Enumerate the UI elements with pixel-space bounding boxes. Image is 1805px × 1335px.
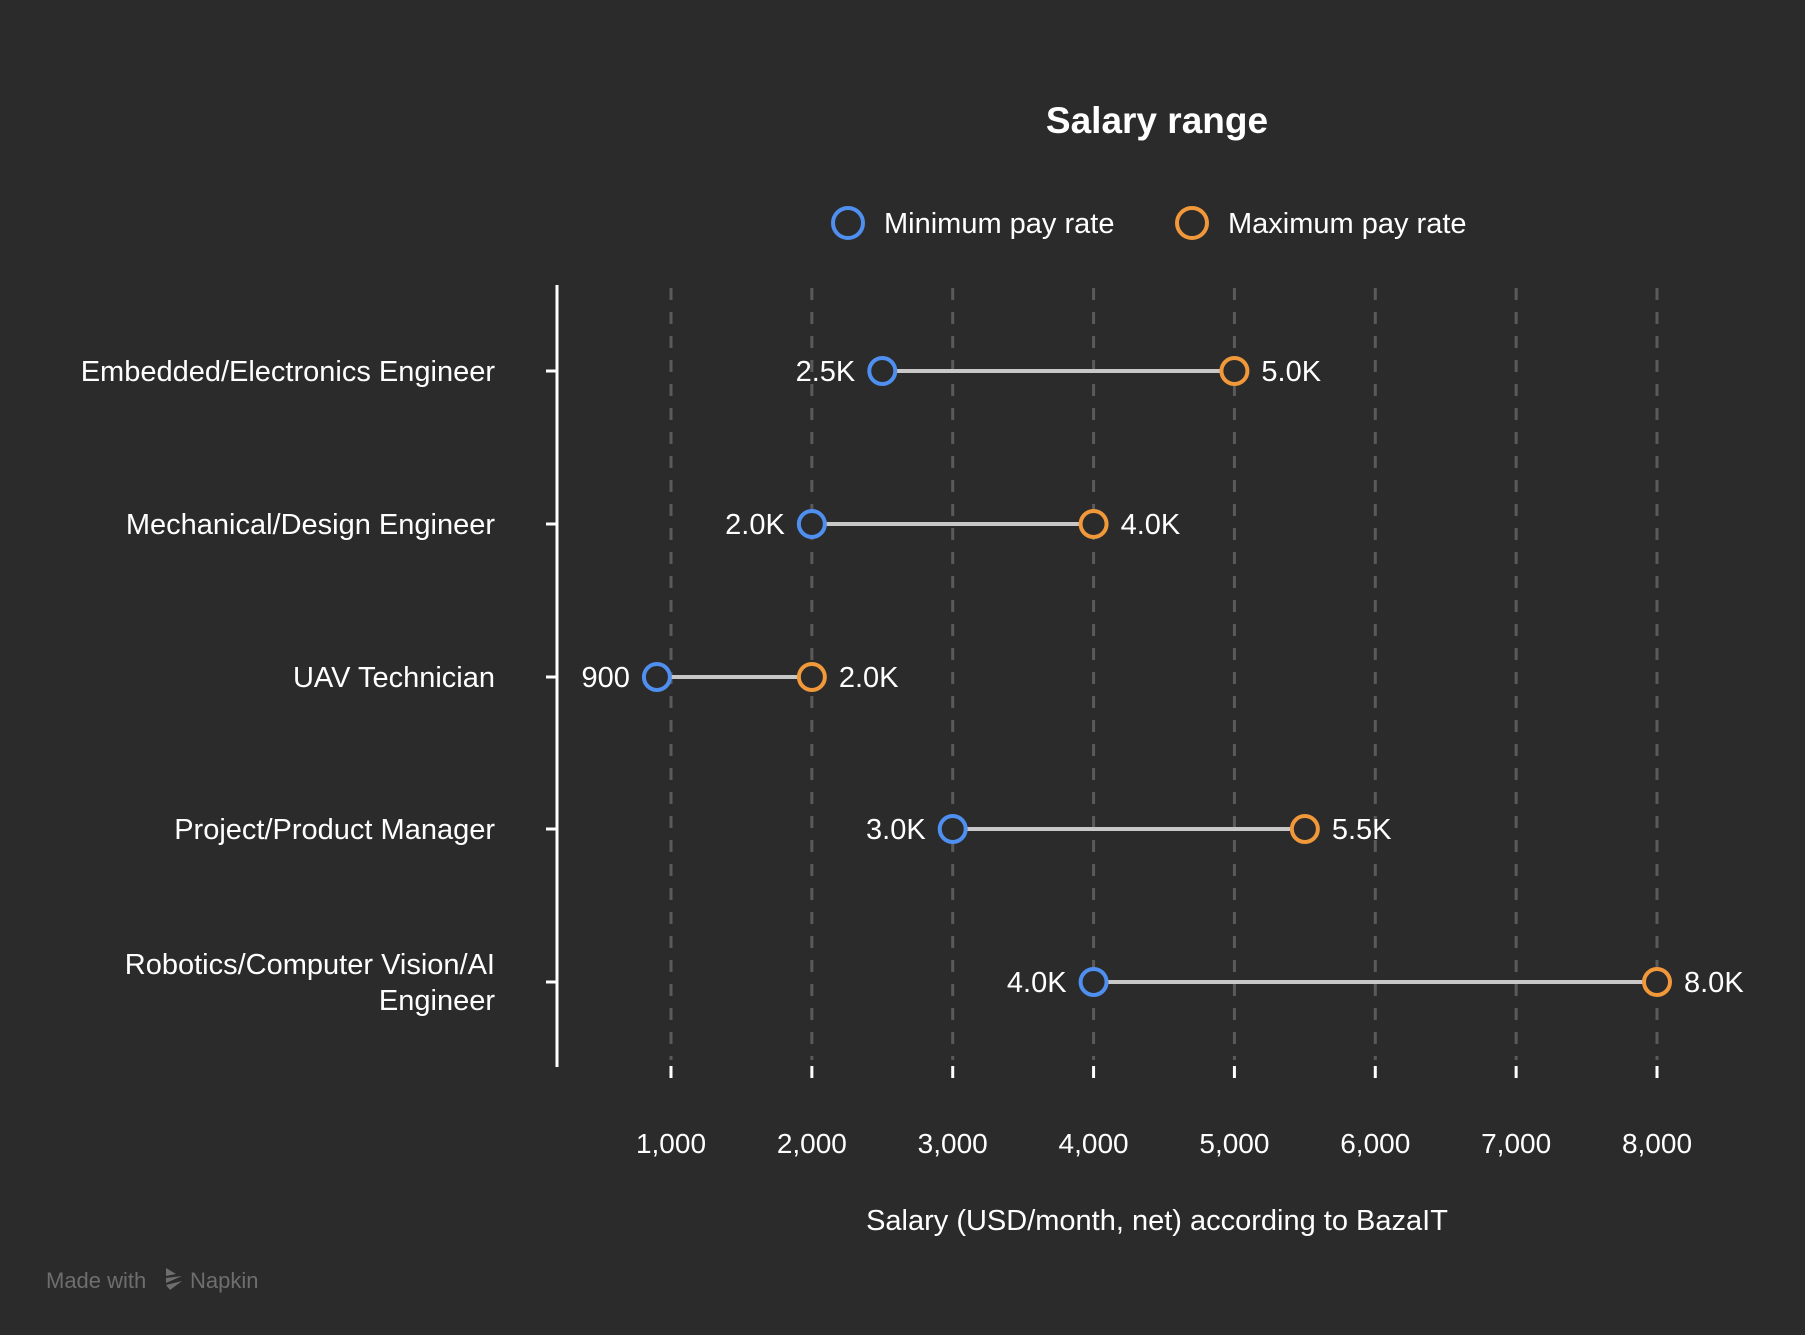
data-row: Project/Product Manager 3.0K 5.5K (174, 814, 1392, 846)
chart-title: Salary range (1046, 100, 1268, 141)
watermark-prefix: Made with (46, 1268, 146, 1293)
min-pay-label: 4.0K (1007, 967, 1067, 999)
watermark: Made with Napkin (46, 1268, 258, 1293)
min-pay-label: 2.5K (796, 356, 856, 388)
category-label: Project/Product Manager (174, 814, 495, 846)
data-rows: Embedded/Electronics Engineer 2.5K 5.0K Mec… (81, 356, 1745, 1017)
legend-marker-icon (1175, 206, 1209, 240)
legend: Minimum pay rate Maximum pay rate (831, 206, 1467, 240)
legend-marker-icon (831, 206, 865, 240)
legend-label: Minimum pay rate (884, 208, 1114, 240)
max-pay-marker (1289, 814, 1320, 844)
x-tick-label: 5,000 (1199, 1128, 1269, 1159)
max-pay-marker (796, 662, 827, 692)
x-axis-ticks: 1,000 2,000 3,000 4,000 5,000 6,000 7,000 8,000 (636, 1066, 1692, 1159)
data-row: Mechanical/Design Engineer 2.0K 4.0K (126, 509, 1181, 541)
min-pay-marker (1078, 967, 1109, 997)
watermark-brand: Napkin (190, 1268, 258, 1293)
max-pay-marker (1642, 967, 1672, 997)
category-label: Mechanical/Design Engineer (126, 509, 495, 541)
min-pay-marker (937, 814, 968, 844)
data-row: UAV Technician 900 2.0K (293, 662, 899, 694)
data-row: Embedded/Electronics Engineer 2.5K 5.0K (81, 356, 1322, 388)
x-tick-label: 8,000 (1622, 1128, 1692, 1159)
min-pay-label: 3.0K (866, 814, 926, 846)
x-tick-label: 4,000 (1059, 1128, 1129, 1159)
min-pay-marker (867, 356, 898, 386)
category-label: UAV Technician (293, 662, 495, 694)
min-pay-marker (641, 662, 672, 692)
category-label: Engineer (379, 985, 495, 1017)
max-pay-label: 5.5K (1332, 814, 1392, 846)
legend-label: Maximum pay rate (1228, 208, 1467, 240)
max-pay-label: 8.0K (1684, 967, 1744, 999)
min-pay-marker (796, 509, 827, 539)
category-label: Embedded/Electronics Engineer (81, 356, 496, 388)
max-pay-label: 2.0K (839, 662, 899, 694)
x-axis-label: Salary (USD/month, net) according to Baz… (866, 1205, 1448, 1237)
min-pay-label: 2.0K (725, 509, 785, 541)
max-pay-marker (1078, 509, 1109, 539)
data-row: Robotics/Computer Vision/AI Engineer 4.0K 8… (125, 949, 1745, 1017)
max-pay-label: 5.0K (1261, 356, 1321, 388)
x-tick-label: 7,000 (1481, 1128, 1551, 1159)
x-tick-label: 1,000 (636, 1128, 706, 1159)
x-tick-label: 3,000 (918, 1128, 988, 1159)
max-pay-marker (1219, 356, 1250, 386)
napkin-logo-icon (166, 1268, 182, 1290)
x-tick-label: 2,000 (777, 1128, 847, 1159)
max-pay-label: 4.0K (1121, 509, 1181, 541)
min-pay-label: 900 (582, 662, 630, 694)
category-label: Robotics/Computer Vision/AI (125, 949, 495, 981)
x-tick-label: 6,000 (1340, 1128, 1410, 1159)
